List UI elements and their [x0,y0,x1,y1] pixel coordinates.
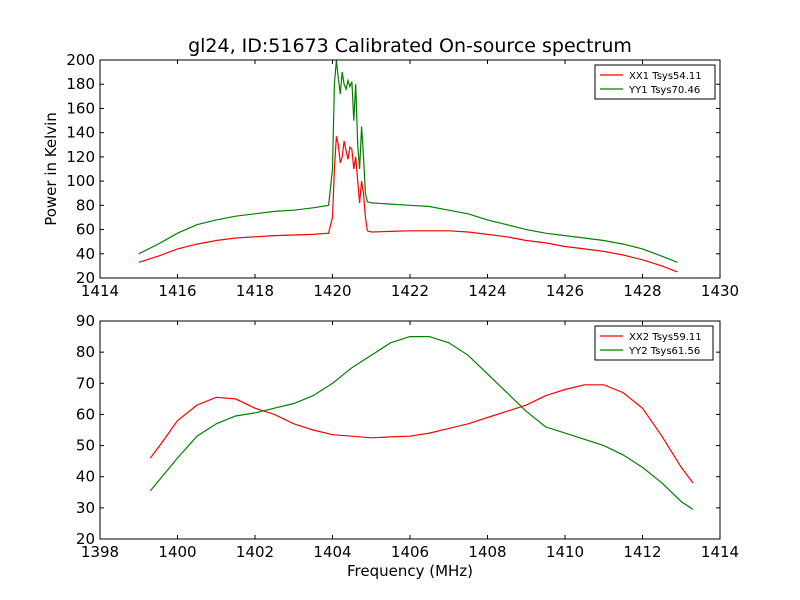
bottom-ytick-label: 80 [76,343,95,361]
bottom-xtick-label: 1398 [81,543,119,561]
bottom-xtick-label: 1404 [313,543,351,561]
top-series-line-2 [138,59,678,263]
top-xtick-label: 1414 [81,282,119,300]
bottom-series-line-1 [149,384,694,484]
bottom-ytick-label: 70 [76,374,95,392]
bottom-ytick-label: 30 [76,499,95,517]
top-xtick-label: 1420 [313,282,351,300]
top-ytick-label: 80 [76,196,95,214]
bottom-legend-label: YY2 Tsys61.56 [628,346,700,357]
bottom-xtick-label: 1414 [701,543,739,561]
bottom-legend-box [594,325,714,361]
top-ytick-label: 40 [76,245,95,263]
bottom-xtick-label: 1410 [546,543,584,561]
bottom-series-line-2 [149,336,694,510]
top-xtick-label: 1418 [236,282,274,300]
bottom-ytick-label: 40 [76,468,95,486]
bottom-xtick-label: 1406 [391,543,429,561]
figure-title: gl24, ID:51673 Calibrated On-source spec… [188,35,632,57]
top-ytick-label: 160 [66,99,95,117]
bottom-ytick-label: 90 [76,312,95,330]
top-ytick-label: 180 [66,75,95,93]
top-panel-ticks: 1414 1416 1418 1420 1422 1424 1426 1428 1430 20 40… [66,51,739,300]
bottom-xtick-label: 1408 [468,543,506,561]
top-xtick-label: 1426 [546,282,584,300]
bottom-panel: 1398 1400 1402 1404 1406 1408 1410 1412 1414 20 30… [76,312,739,561]
top-panel-legend: XX1 Tsys54.11 YY1 Tsys70.46 [594,64,716,100]
bottom-legend-label: XX2 Tsys59.11 [629,332,702,343]
top-panel-ylabel: Power in Kelvin [42,112,60,226]
top-ytick-label: 100 [66,172,95,190]
top-series-line-1 [138,136,678,273]
top-ytick-label: 120 [66,148,95,166]
bottom-xtick-label: 1402 [236,543,274,561]
top-panel: 1414 1416 1418 1420 1422 1424 1426 1428 1430 20 40… [42,51,739,300]
top-panel-lines [138,59,678,273]
bottom-xtick-label: 1412 [623,543,661,561]
x-axis-label: Frequency (MHz) [347,562,473,580]
bottom-panel-legend: XX2 Tsys59.11 YY2 Tsys61.56 [594,325,714,361]
top-xtick-label: 1416 [158,282,196,300]
top-ytick-label: 140 [66,124,95,142]
top-ytick-label: 20 [76,269,95,287]
top-legend-box [594,64,716,100]
top-ytick-label: 200 [66,51,95,69]
bottom-panel-lines [149,336,694,510]
top-legend-label: XX1 Tsys54.11 [629,71,702,82]
bottom-panel-ticks: 1398 1400 1402 1404 1406 1408 1410 1412 1414 20 30… [76,312,739,561]
top-xtick-label: 1424 [468,282,506,300]
top-ytick-label: 60 [76,221,95,239]
bottom-ytick-label: 60 [76,405,95,423]
top-xtick-label: 1428 [623,282,661,300]
bottom-xtick-label: 1400 [158,543,196,561]
bottom-ytick-label: 20 [76,530,95,548]
bottom-ytick-label: 50 [76,437,95,455]
top-xtick-label: 1430 [701,282,739,300]
top-legend-label: YY1 Tsys70.46 [628,85,700,96]
top-xtick-label: 1422 [391,282,429,300]
